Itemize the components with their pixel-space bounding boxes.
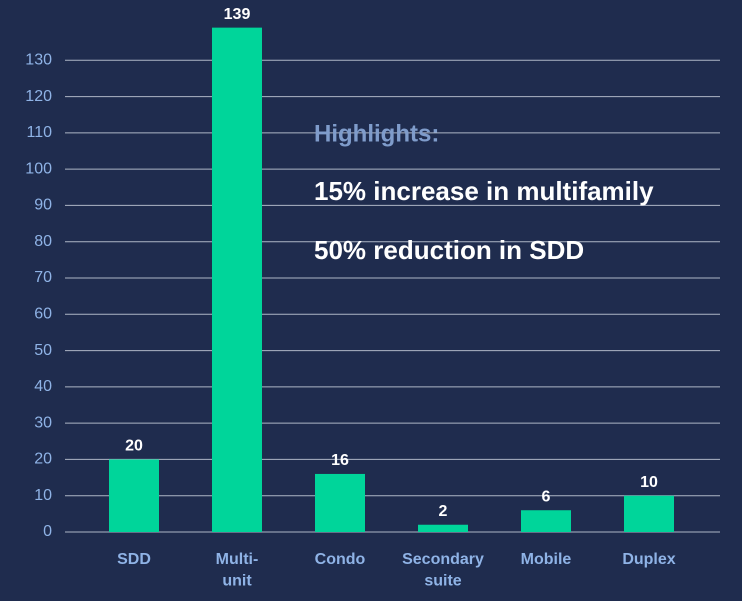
x-tick-label: Mobile	[521, 551, 572, 568]
bar	[521, 510, 571, 532]
y-tick-label: 130	[25, 52, 52, 69]
bar	[418, 524, 468, 532]
y-tick-label: 0	[43, 523, 52, 540]
x-tick-label: Condo	[315, 551, 366, 568]
y-tick-label: 10	[34, 487, 52, 504]
y-tick-label: 90	[34, 197, 52, 214]
value-label: 20	[125, 438, 143, 455]
x-tick-label: Multi-unit	[216, 551, 259, 590]
x-tick-label: Secondary suite	[402, 551, 484, 590]
y-tick-label: 50	[34, 342, 52, 359]
y-tick-label: 40	[34, 378, 52, 395]
value-label: 16	[331, 452, 349, 469]
y-tick-label: 80	[34, 233, 52, 250]
x-tick-label: SDD	[117, 551, 151, 568]
y-tick-label: 20	[34, 451, 52, 468]
y-tick-label: 70	[34, 269, 52, 286]
x-tick-label: Duplex	[622, 551, 675, 568]
bar	[315, 473, 365, 532]
y-tick-label: 60	[34, 306, 52, 323]
annotation: Highlights:	[314, 120, 439, 147]
annotation: 15% increase in multifamily	[314, 176, 654, 206]
value-label: 10	[640, 474, 658, 491]
value-label: 6	[542, 488, 551, 505]
bar	[212, 27, 262, 532]
bar	[624, 495, 674, 532]
y-tick-label: 100	[25, 160, 52, 177]
y-tick-label: 120	[25, 88, 52, 105]
y-tick-label: 110	[26, 124, 52, 141]
bar	[109, 459, 159, 532]
y-tick-label: 30	[34, 414, 52, 431]
annotation: 50% reduction in SDD	[314, 235, 584, 265]
value-label: 139	[224, 6, 251, 23]
value-label: 2	[439, 503, 448, 520]
